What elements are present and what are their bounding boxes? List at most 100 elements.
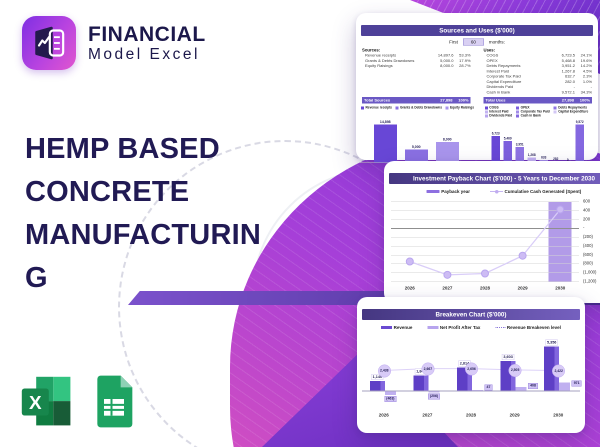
financial-model-excel-logo-icon bbox=[22, 16, 76, 70]
legend-swatch bbox=[516, 106, 520, 110]
revenue-bar bbox=[369, 381, 385, 391]
cumulative-cash-line bbox=[405, 205, 565, 279]
total-uses-row: Total Uses 27,898 100% bbox=[483, 97, 592, 104]
gridline bbox=[391, 228, 579, 229]
row-label: Grants & Debts Drawdowns bbox=[365, 58, 415, 63]
net-profit-value-label: 971 bbox=[571, 380, 582, 387]
breakeven-plot: 1,140 1,848 2,814 3,603 5,356 (463) (206) 47 408… bbox=[362, 337, 582, 437]
legend-label: Equity Raisings bbox=[450, 106, 475, 110]
row-label: Interest Paid bbox=[486, 68, 509, 74]
net-profit-value-label: 408 bbox=[528, 382, 538, 389]
uses-rows: COGS 6,723.5 24.1% OPEX 5,468.8 19.6% Debts Re… bbox=[484, 53, 593, 95]
legend-item: Revenue Breakeven level bbox=[495, 325, 561, 330]
bar-group: 14,898 bbox=[373, 120, 397, 163]
legend-swatch bbox=[395, 106, 399, 110]
svg-text:X: X bbox=[29, 393, 42, 414]
row-value: 282.0 bbox=[564, 79, 575, 84]
gridline bbox=[391, 263, 579, 264]
logo-glyph bbox=[35, 26, 65, 60]
y-axis-tick: (400) bbox=[583, 243, 593, 248]
breakeven-card-content: Breakeven Chart ($'000) Revenue Net Prof… bbox=[357, 297, 585, 433]
sources-uses-card-content: Sources and Uses ($'000) First 60 months… bbox=[356, 13, 598, 163]
total-value: 27,898 bbox=[440, 98, 453, 103]
legend-item: OPEX bbox=[516, 106, 550, 110]
row-label: OPEX bbox=[486, 58, 498, 63]
bar-value-label: 14,898 bbox=[379, 120, 391, 125]
uses-table: Uses: COGS 6,723.5 24.1% OPEX 5,468.8 19.6% De… bbox=[483, 48, 593, 104]
row-value: 9,572.1 bbox=[561, 89, 575, 95]
row-percent: 24.1% bbox=[580, 53, 592, 58]
gridline bbox=[391, 255, 579, 256]
uses-chart-legend: COGS OPEX Debts Repayments Interest Paid Cor… bbox=[479, 106, 594, 118]
breakeven-marker: 2,505 bbox=[508, 363, 522, 377]
y-axis-tick: 200 bbox=[583, 216, 591, 222]
net-profit-bar bbox=[428, 391, 440, 393]
legend-label: Revenue receipts bbox=[365, 106, 392, 110]
legend-swatch bbox=[484, 114, 488, 118]
row-value: 14,897.6 bbox=[437, 53, 454, 58]
bar-value-label: 1,268 bbox=[527, 153, 536, 158]
bar bbox=[435, 142, 459, 163]
net-profit-bar bbox=[472, 390, 483, 391]
bar-value-label: 3,951 bbox=[515, 143, 524, 147]
bar-value-label: 5,469 bbox=[503, 137, 512, 141]
x-axis-label: 2029 bbox=[517, 285, 528, 291]
months-label: months: bbox=[488, 39, 505, 45]
gridline bbox=[391, 201, 579, 202]
bar-group: 8,000 bbox=[435, 138, 459, 163]
y-axis-tick: - bbox=[583, 225, 585, 230]
breakeven-line-swatch bbox=[495, 327, 506, 328]
bar-group: 9,572 bbox=[575, 121, 584, 163]
page-title: HEMP BASED CONCRETE MANUFACTURING bbox=[25, 133, 261, 294]
table-row: Cash in Bank 9,572.1 34.3% bbox=[484, 90, 593, 95]
brand-title: FINANCIAL bbox=[88, 22, 206, 46]
revenue-bar bbox=[544, 346, 560, 391]
bar bbox=[404, 149, 428, 163]
row-percent: 19.6% bbox=[580, 58, 592, 63]
row-percent: 53.3% bbox=[459, 53, 471, 58]
net-profit-bar bbox=[559, 382, 571, 391]
x-axis-label: 2028 bbox=[465, 412, 477, 418]
payback-plot-area: 600 400 200 - (200) (400) (600) (800) (1,000) (1,… bbox=[391, 199, 600, 284]
legend-swatch bbox=[360, 106, 364, 110]
legend-swatch bbox=[553, 106, 557, 110]
bar-value-label: 633 bbox=[541, 156, 547, 160]
row-label: Equity Raisings bbox=[365, 63, 393, 69]
bar-value-label: 8,000 bbox=[442, 138, 452, 142]
months-input[interactable]: 60 bbox=[462, 38, 484, 46]
breakeven-card: Breakeven Chart ($'000) Revenue Net Prof… bbox=[357, 297, 585, 433]
sources-uses-card: Sources and Uses ($'000) First 60 months… bbox=[356, 13, 598, 163]
x-axis-label: 2030 bbox=[555, 285, 566, 291]
payback-year-swatch bbox=[426, 190, 440, 193]
bar bbox=[575, 124, 584, 163]
legend-swatch bbox=[484, 110, 488, 114]
first-months-row: First 60 months: bbox=[356, 38, 598, 47]
total-value: 27,898 bbox=[561, 98, 574, 103]
app-icons: X bbox=[18, 374, 134, 429]
revenue-swatch bbox=[381, 326, 393, 329]
legend-swatch bbox=[516, 110, 520, 114]
legend-label: COGS bbox=[489, 106, 499, 110]
net-profit-value-label: 47 bbox=[484, 384, 493, 391]
bar-value-label: 0 bbox=[567, 159, 569, 163]
total-percent: 100% bbox=[458, 98, 469, 103]
payback-x-axis: 2026 2027 2028 2029 2030 bbox=[391, 286, 579, 294]
table-row: Revenue receipts 14,897.6 53.3% bbox=[362, 53, 471, 58]
legend-item: Cash in Bank bbox=[516, 114, 550, 118]
net-profit-value-label: (463) bbox=[384, 396, 397, 402]
legend-label: OPEX bbox=[520, 106, 530, 110]
bar-value-label: 6,723 bbox=[491, 132, 500, 136]
sources-uses-card-title: Sources and Uses ($'000) bbox=[361, 25, 593, 36]
table-row: Capital Expenditure 282.0 1.0% bbox=[484, 79, 593, 84]
sources-heading: Sources: bbox=[362, 47, 381, 53]
bar bbox=[527, 157, 536, 163]
legend-label: Capital Expenditure bbox=[558, 110, 589, 114]
total-percent: 100% bbox=[579, 98, 590, 103]
table-row: Equity Raisings 8,000.0 28.7% bbox=[362, 64, 471, 69]
row-value: 8,000.0 bbox=[440, 63, 454, 69]
legend-label: Corporate Tax Paid bbox=[520, 110, 550, 114]
investment-payback-card-content: Investment Payback Chart ($'000) - 5 Yea… bbox=[384, 161, 600, 303]
row-value: 6,723.5 bbox=[561, 53, 575, 58]
bar bbox=[491, 136, 500, 163]
